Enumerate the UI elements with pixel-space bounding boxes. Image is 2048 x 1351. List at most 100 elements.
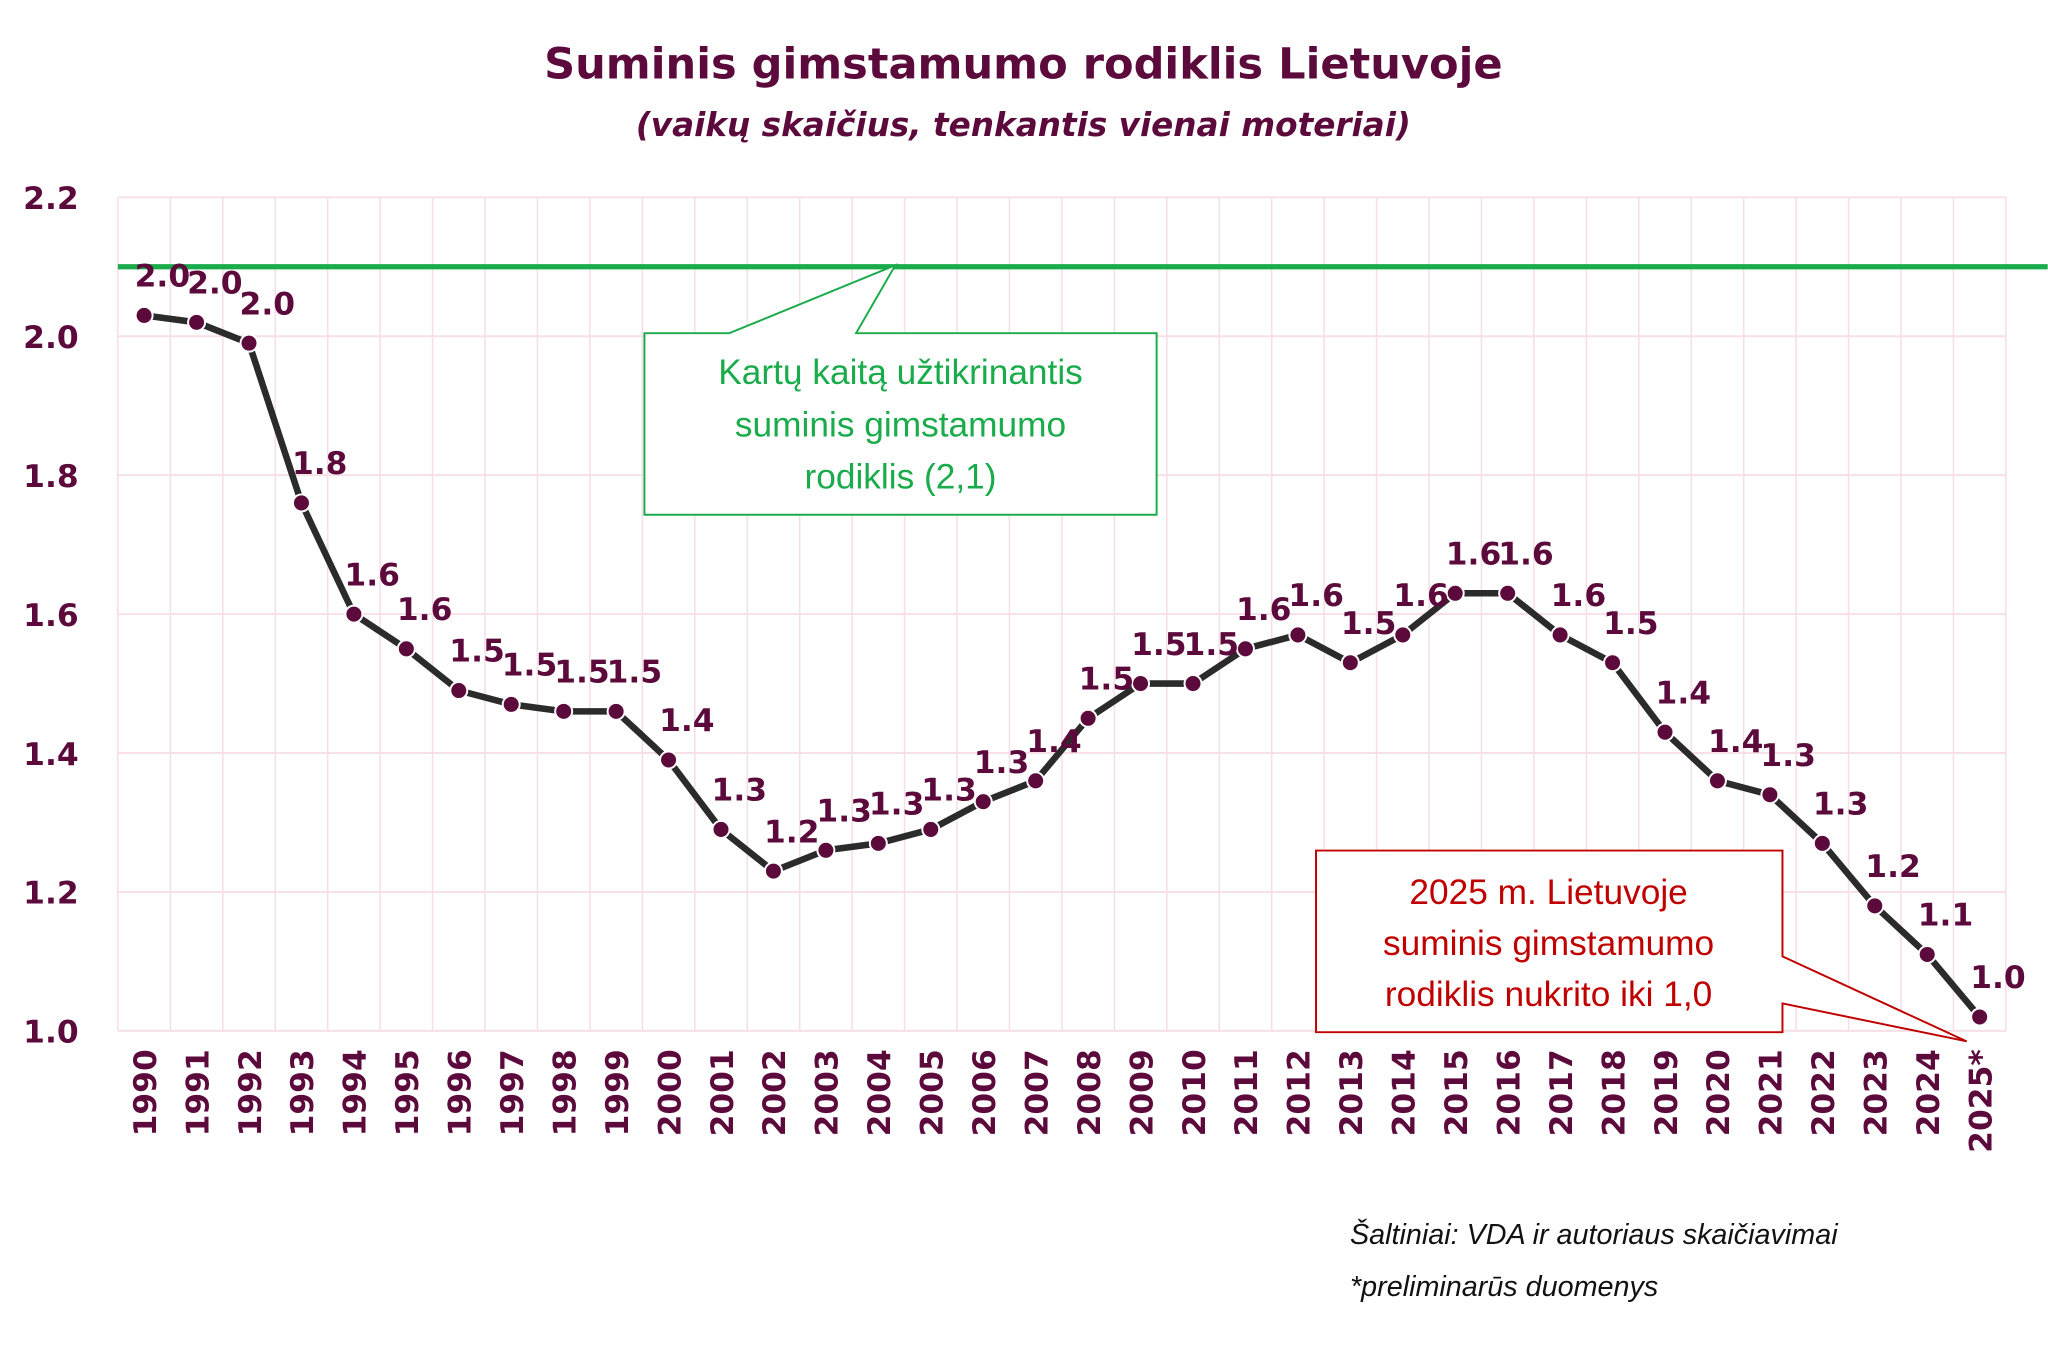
data-point — [134, 305, 154, 325]
data-point — [973, 792, 993, 812]
data-label: 1.6 — [1498, 537, 1554, 573]
annotation-replacement: Kartų kaitą užtikrinantis suminis gimsta… — [643, 263, 1158, 516]
annotation-line: rodiklis (2,1) — [804, 458, 996, 497]
data-point — [606, 701, 626, 721]
preliminary-note: *preliminarūs duomenys — [1350, 1271, 1658, 1303]
data-point — [1970, 1007, 1990, 1027]
data-point — [187, 312, 207, 332]
annotation-box-red — [1315, 849, 1968, 1043]
data-point — [1707, 771, 1727, 791]
data-point — [868, 833, 888, 853]
data-label: 1.4 — [1026, 724, 1082, 760]
y-tick-label: 1.0 — [23, 1015, 79, 1051]
data-label: 1.5 — [449, 634, 505, 670]
y-tick-label: 2.2 — [23, 181, 79, 217]
x-tick-label: 2014 — [1387, 1049, 1423, 1136]
data-label: 1.5 — [1184, 627, 1240, 663]
x-tick-label: 1993 — [285, 1049, 321, 1136]
data-point — [239, 333, 259, 353]
data-point — [396, 639, 416, 659]
data-label: 1.6 — [397, 592, 453, 628]
x-tick-label: 2015 — [1439, 1049, 1475, 1136]
data-point — [1445, 583, 1465, 603]
annotation-line: 2025 m. Lietuvoje — [1409, 873, 1687, 912]
y-tick-label: 1.2 — [23, 876, 79, 912]
x-tick-label: 1992 — [233, 1049, 269, 1136]
x-tick-label: 2008 — [1072, 1049, 1108, 1136]
data-label: 1.6 — [1393, 578, 1449, 614]
data-label: 1.5 — [1079, 662, 1135, 698]
x-tick-label: 1994 — [338, 1049, 374, 1136]
data-point — [1760, 785, 1780, 805]
data-label: 1.8 — [292, 446, 348, 482]
annotation-line: rodiklis nukrito iki 1,0 — [1385, 975, 1712, 1014]
data-point — [1183, 674, 1203, 694]
x-tick-label: 1991 — [180, 1049, 216, 1136]
x-tick-label: 1990 — [128, 1049, 164, 1136]
x-tick-label: 2007 — [1019, 1049, 1055, 1136]
data-label: 1.3 — [869, 787, 925, 823]
x-tick-label: 2017 — [1544, 1049, 1580, 1136]
annotation-box-green — [643, 263, 1158, 516]
data-label: 1.5 — [554, 655, 610, 691]
x-tick-label: 2012 — [1282, 1049, 1318, 1136]
x-tick-label: 2001 — [705, 1049, 741, 1136]
data-label: 1.2 — [1865, 849, 1921, 885]
source-note: Šaltiniai: VDA ir autoriaus skaičiavimai — [1350, 1217, 1839, 1251]
annotation-line: suminis gimstamumo — [735, 405, 1066, 444]
x-tick-label: 2000 — [652, 1049, 688, 1136]
annotation-line: suminis gimstamumo — [1383, 924, 1714, 963]
data-point — [921, 819, 941, 839]
data-point — [1812, 833, 1832, 853]
data-labels: 2.02.02.01.81.61.61.51.51.51.51.41.31.21… — [135, 259, 2026, 997]
data-label: 1.4 — [1656, 675, 1712, 711]
y-axis: 1.0 1.2 1.4 1.6 1.8 2.0 2.2 — [23, 181, 79, 1051]
data-label: 2.0 — [135, 259, 191, 295]
line-path — [143, 312, 1983, 1020]
data-label: 1.5 — [607, 655, 663, 691]
data-point — [816, 840, 836, 860]
data-label: 1.5 — [1341, 606, 1397, 642]
data-point — [449, 681, 469, 700]
x-tick-label: 2005 — [915, 1049, 951, 1136]
data-point — [291, 493, 311, 513]
data-label: 1.5 — [502, 648, 558, 684]
data-label: 1.2 — [764, 814, 820, 850]
data-point — [1603, 653, 1623, 673]
data-point — [554, 701, 574, 721]
data-point — [344, 604, 364, 624]
y-tick-label: 1.8 — [23, 459, 79, 495]
x-tick-label: 2023 — [1859, 1049, 1895, 1136]
x-tick-label: 2021 — [1754, 1049, 1790, 1136]
y-tick-label: 1.4 — [23, 737, 79, 773]
y-tick-label: 1.6 — [23, 598, 79, 634]
x-tick-label: 2018 — [1596, 1049, 1632, 1136]
data-point — [659, 750, 679, 770]
x-tick-label: 2022 — [1806, 1049, 1842, 1136]
data-label: 1.6 — [1551, 578, 1607, 614]
x-tick-label: 1995 — [390, 1049, 426, 1136]
data-label: 1.3 — [1760, 738, 1816, 774]
data-point — [1026, 771, 1046, 791]
x-tick-label: 2002 — [757, 1049, 793, 1136]
data-point — [1078, 708, 1098, 728]
data-point — [1288, 625, 1308, 645]
data-label: 1.3 — [816, 794, 872, 830]
data-point — [1498, 583, 1518, 603]
data-label: 2.0 — [187, 266, 243, 302]
chart-title: Suminis gimstamumo rodiklis Lietuvoje — [544, 39, 1503, 89]
data-label: 1.5 — [1131, 627, 1187, 663]
x-tick-label: 2006 — [967, 1049, 1003, 1136]
x-tick-label: 1996 — [443, 1049, 479, 1136]
data-point — [711, 819, 731, 839]
data-point — [1550, 625, 1570, 645]
data-label: 1.6 — [344, 557, 400, 593]
data-point — [1235, 639, 1255, 659]
x-tick-label: 2010 — [1177, 1049, 1213, 1136]
data-label: 1.4 — [659, 703, 715, 739]
x-tick-label: 2019 — [1649, 1049, 1685, 1136]
x-tick-label: 2013 — [1334, 1049, 1370, 1136]
y-tick-label: 2.0 — [23, 320, 79, 356]
data-point — [501, 694, 521, 714]
data-point — [1917, 945, 1937, 964]
